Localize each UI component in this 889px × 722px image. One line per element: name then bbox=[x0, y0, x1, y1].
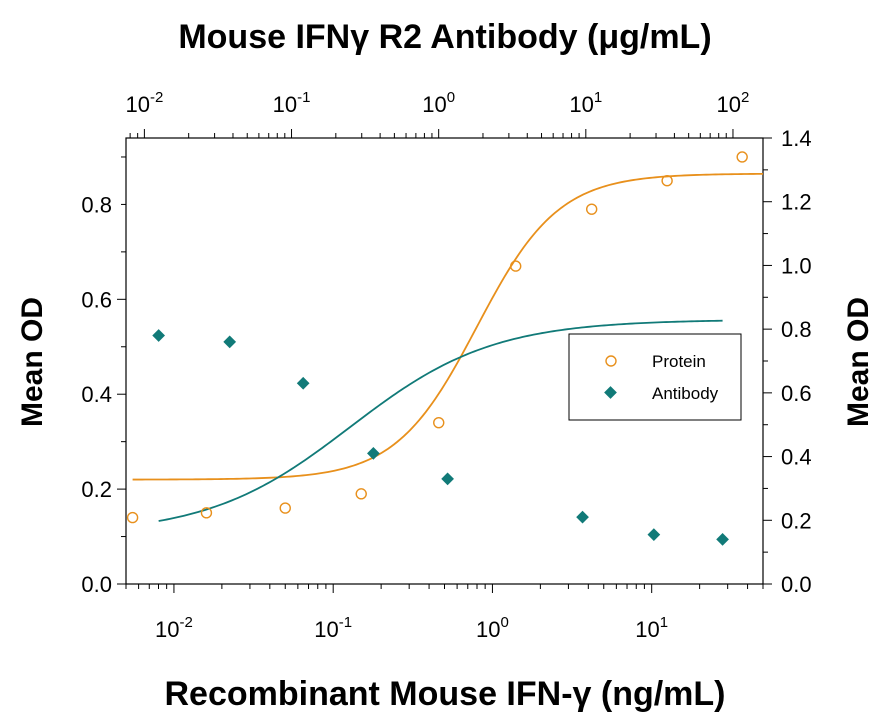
antibody-point bbox=[576, 510, 589, 524]
legend-label-antibody: Antibody bbox=[652, 384, 719, 403]
x-top-tick-label: 102 bbox=[717, 89, 750, 117]
x-top-tick-label: 101 bbox=[569, 89, 602, 117]
y-right-tick-label: 0.6 bbox=[781, 381, 812, 406]
x-bottom-tick-label: 10-2 bbox=[155, 614, 193, 642]
x-top-tick-exponent: 0 bbox=[447, 89, 455, 106]
antibody-point bbox=[296, 376, 310, 390]
x-top-tick-base: 10 bbox=[125, 92, 149, 117]
x-bottom-tick-base: 10 bbox=[476, 617, 500, 642]
y-right-tick-label: 0.0 bbox=[781, 572, 812, 597]
protein-fit-curve bbox=[132, 172, 764, 481]
y-axis-label-right: Mean OD bbox=[842, 297, 875, 427]
protein-point bbox=[510, 260, 522, 272]
antibody-point bbox=[716, 533, 729, 546]
protein-point bbox=[355, 488, 367, 500]
protein-point bbox=[661, 175, 673, 187]
y-right-tick-label: 0.4 bbox=[781, 445, 812, 470]
x-top-tick-exponent: 2 bbox=[741, 89, 749, 106]
x-bottom-tick-base: 10 bbox=[314, 617, 338, 642]
y-left-tick-label: 0.4 bbox=[81, 382, 112, 407]
antibody-point bbox=[647, 528, 661, 541]
x-bottom-tick-exponent: -1 bbox=[339, 614, 352, 631]
y-left-tick-label: 0.8 bbox=[81, 192, 112, 217]
antibody-point bbox=[441, 472, 454, 486]
x-bottom-tick-exponent: 0 bbox=[501, 614, 509, 631]
chart-title: Mouse IFNγ R2 Antibody (μg/mL) bbox=[178, 18, 711, 56]
x-top-tick-label: 10-1 bbox=[273, 89, 311, 117]
x-top-tick-exponent: 1 bbox=[594, 89, 602, 106]
legend: Protein Antibody bbox=[568, 333, 742, 421]
legend-box bbox=[568, 333, 742, 421]
x-top-tick-label: 100 bbox=[422, 89, 455, 117]
y-right-tick-label: 0.8 bbox=[781, 317, 812, 342]
y-right-tick-label: 1.4 bbox=[781, 126, 812, 151]
x-top-tick-base: 10 bbox=[717, 92, 741, 117]
x-top-tick-exponent: -2 bbox=[150, 89, 163, 106]
y-left-tick-label: 0.2 bbox=[81, 477, 112, 502]
x-bottom-tick-base: 10 bbox=[635, 617, 659, 642]
x-axis-label: Recombinant Mouse IFN-γ (ng/mL) bbox=[165, 675, 726, 713]
x-bottom-tick-label: 101 bbox=[635, 614, 668, 642]
legend-label-protein: Protein bbox=[652, 352, 706, 371]
protein-point bbox=[433, 416, 445, 429]
y-right-tick-label: 1.2 bbox=[781, 190, 812, 215]
protein-point bbox=[126, 511, 139, 524]
x-top-tick-base: 10 bbox=[569, 92, 593, 117]
protein-point bbox=[736, 151, 748, 163]
antibody-point bbox=[367, 447, 380, 460]
x-bottom-tick-label: 10-1 bbox=[314, 614, 352, 642]
y-left-tick-label: 0.6 bbox=[81, 287, 112, 312]
antibody-point bbox=[152, 329, 166, 342]
x-top-tick-label: 10-2 bbox=[125, 89, 163, 117]
antibody-fit-curve bbox=[158, 319, 723, 522]
y-right-tick-label: 1.0 bbox=[781, 253, 812, 278]
x-bottom-tick-exponent: -2 bbox=[180, 614, 193, 631]
x-top-tick-base: 10 bbox=[273, 92, 297, 117]
x-top-tick-base: 10 bbox=[422, 92, 446, 117]
fit-curves bbox=[132, 172, 764, 522]
x-bottom-tick-base: 10 bbox=[155, 617, 179, 642]
x-bottom-tick-exponent: 1 bbox=[660, 614, 668, 631]
legend-marker-protein bbox=[605, 355, 617, 367]
protein-point bbox=[279, 502, 291, 514]
x-bottom-tick-label: 100 bbox=[476, 614, 509, 642]
x-top-tick-exponent: -1 bbox=[297, 89, 310, 106]
protein-point bbox=[200, 507, 213, 519]
y-right-tick-label: 0.2 bbox=[781, 508, 812, 533]
y-left-tick-label: 0.0 bbox=[81, 572, 112, 597]
y-axis-label-left: Mean OD bbox=[16, 297, 49, 427]
antibody-point bbox=[223, 335, 237, 349]
protein-point bbox=[585, 203, 598, 215]
